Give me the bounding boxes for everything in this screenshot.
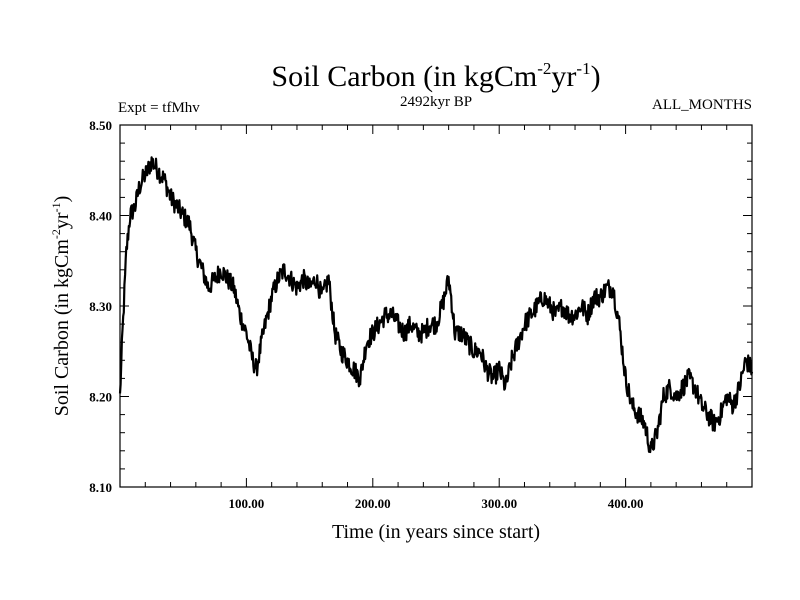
y-axis-label-sup1: -2 <box>49 229 63 239</box>
x-axis-label: Time (in years since start) <box>332 521 540 543</box>
months-label: ALL_MONTHS <box>652 97 752 113</box>
y-axis-label-end: ) <box>51 196 73 203</box>
x-tick-label: 100.00 <box>229 496 265 511</box>
period-label: 2492kyr BP <box>400 94 472 110</box>
y-tick-label: 8.40 <box>89 209 112 224</box>
x-tick-label: 400.00 <box>608 496 644 511</box>
x-tick-label: 300.00 <box>481 496 517 511</box>
y-axis-label: Soil Carbon (in kgCm-2yr-1) <box>49 196 73 417</box>
x-tick-label: 200.00 <box>355 496 391 511</box>
tick-marks <box>120 125 752 487</box>
chart-title-main: Soil Carbon (in kgCm <box>271 60 537 93</box>
y-tick-label: 8.50 <box>89 118 112 133</box>
chart-title-mid: yr <box>551 60 576 93</box>
y-axis-label-mid: yr <box>51 212 73 229</box>
chart-title: Soil Carbon (in kgCm-2yr-1) <box>271 59 600 93</box>
y-tick-label: 8.30 <box>89 299 112 314</box>
soil-carbon-series-line <box>118 156 754 454</box>
y-tick-label: 8.10 <box>89 480 112 495</box>
y-tick-label: 8.20 <box>89 390 112 405</box>
experiment-label: Expt = tfMhv <box>118 100 200 116</box>
chart-title-sup2: -1 <box>576 59 590 78</box>
tick-labels: 100.00 200.00 300.00 400.00 8.10 8.20 8.30 8.40… <box>89 118 643 511</box>
y-axis-label-sup2: -1 <box>49 202 63 212</box>
y-axis-label-main: Soil Carbon (in kgCm <box>51 239 73 417</box>
chart-title-sup1: -2 <box>537 59 551 78</box>
chart-title-end: ) <box>591 60 601 93</box>
